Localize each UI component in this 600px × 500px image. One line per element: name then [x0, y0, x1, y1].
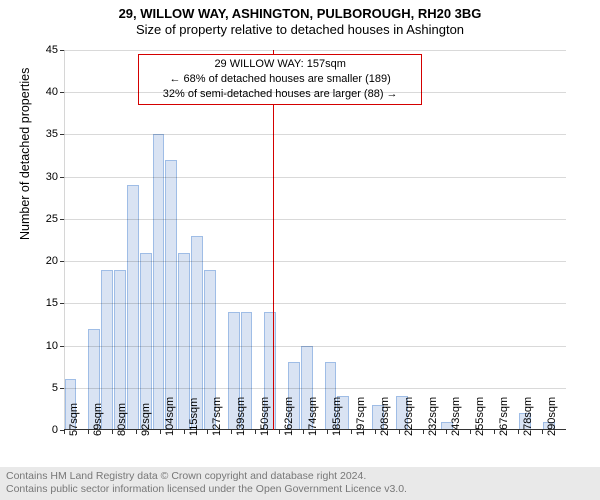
y-tick-label: 20: [46, 255, 58, 267]
gridline: [64, 346, 566, 347]
x-tick-label: 290sqm: [546, 397, 558, 436]
x-tick-label: 115sqm: [188, 398, 200, 436]
x-tick-label: 208sqm: [379, 397, 391, 436]
gridline: [64, 177, 566, 178]
histogram-chart: 29 WILLOW WAY: 157sqm ← 68% of detached …: [64, 50, 566, 430]
page-subtitle: Size of property relative to detached ho…: [0, 21, 600, 37]
x-tick-mark: [88, 430, 89, 434]
y-tick-label: 45: [46, 44, 58, 56]
annotation-box: 29 WILLOW WAY: 157sqm ← 68% of detached …: [138, 54, 422, 105]
gridline: [64, 134, 566, 135]
x-tick-label: 255sqm: [474, 397, 486, 436]
x-tick-mark: [112, 430, 113, 434]
x-tick-mark: [279, 430, 280, 434]
x-tick-mark: [231, 430, 232, 434]
x-tick-mark: [542, 430, 543, 434]
x-tick-mark: [351, 430, 352, 434]
x-tick-mark: [136, 430, 137, 434]
bars-container: [64, 50, 566, 430]
annotation-line-1: 29 WILLOW WAY: 157sqm: [145, 57, 415, 72]
x-tick-mark: [64, 430, 65, 434]
page-title: 29, WILLOW WAY, ASHINGTON, PULBOROUGH, R…: [0, 0, 600, 21]
y-tick-label: 25: [46, 213, 58, 225]
y-axis-label: Number of detached properties: [18, 68, 32, 240]
x-tick-label: 174sqm: [307, 397, 319, 436]
footer-attribution: Contains HM Land Registry data © Crown c…: [0, 467, 600, 500]
histogram-bar: [165, 160, 177, 430]
footer-line-1: Contains HM Land Registry data © Crown c…: [6, 470, 594, 483]
gridline: [64, 219, 566, 220]
x-tick-mark: [327, 430, 328, 434]
y-tick-mark: [60, 303, 64, 304]
x-tick-label: 150sqm: [259, 397, 271, 436]
x-tick-label: 57sqm: [68, 403, 80, 436]
x-tick-mark: [184, 430, 185, 434]
y-tick-label: 10: [46, 340, 58, 352]
y-tick-label: 0: [52, 424, 58, 436]
plot-area: 29 WILLOW WAY: 157sqm ← 68% of detached …: [64, 50, 566, 430]
x-tick-label: 197sqm: [355, 397, 367, 436]
x-tick-mark: [160, 430, 161, 434]
y-tick-label: 15: [46, 297, 58, 309]
y-tick-label: 30: [46, 171, 58, 183]
x-tick-mark: [494, 430, 495, 434]
x-tick-mark: [423, 430, 424, 434]
x-tick-label: 267sqm: [498, 397, 510, 436]
x-tick-label: 139sqm: [235, 397, 247, 436]
y-tick-mark: [60, 219, 64, 220]
x-tick-mark: [207, 430, 208, 434]
x-tick-label: 69sqm: [92, 403, 104, 436]
gridline: [64, 50, 566, 51]
histogram-bar: [153, 134, 165, 430]
x-tick-label: 104sqm: [164, 397, 176, 436]
gridline: [64, 388, 566, 389]
x-tick-mark: [303, 430, 304, 434]
histogram-bar: [127, 185, 139, 430]
x-tick-mark: [518, 430, 519, 434]
x-tick-label: 220sqm: [403, 397, 415, 436]
x-tick-label: 127sqm: [211, 397, 223, 436]
x-tick-label: 92sqm: [140, 403, 152, 436]
y-tick-label: 40: [46, 86, 58, 98]
x-tick-mark: [399, 430, 400, 434]
x-tick-label: 243sqm: [450, 397, 462, 436]
x-tick-mark: [446, 430, 447, 434]
footer-line-2: Contains public sector information licen…: [6, 483, 594, 496]
gridline: [64, 303, 566, 304]
x-tick-label: 232sqm: [427, 397, 439, 436]
y-tick-mark: [60, 388, 64, 389]
y-tick-label: 5: [52, 382, 58, 394]
y-tick-mark: [60, 92, 64, 93]
y-tick-mark: [60, 346, 64, 347]
y-tick-mark: [60, 50, 64, 51]
y-tick-label: 35: [46, 128, 58, 140]
x-tick-label: 185sqm: [331, 397, 343, 436]
x-tick-mark: [470, 430, 471, 434]
gridline: [64, 261, 566, 262]
x-tick-label: 80sqm: [116, 403, 128, 436]
y-tick-mark: [60, 177, 64, 178]
x-tick-label: 162sqm: [283, 397, 295, 436]
annotation-line-2: ← 68% of detached houses are smaller (18…: [145, 72, 415, 87]
x-tick-mark: [375, 430, 376, 434]
annotation-line-3: 32% of semi-detached houses are larger (…: [145, 87, 415, 102]
x-tick-mark: [255, 430, 256, 434]
marker-line: [273, 50, 274, 430]
y-tick-mark: [60, 134, 64, 135]
y-tick-mark: [60, 261, 64, 262]
x-tick-label: 278sqm: [522, 397, 534, 436]
gridline: [64, 92, 566, 93]
